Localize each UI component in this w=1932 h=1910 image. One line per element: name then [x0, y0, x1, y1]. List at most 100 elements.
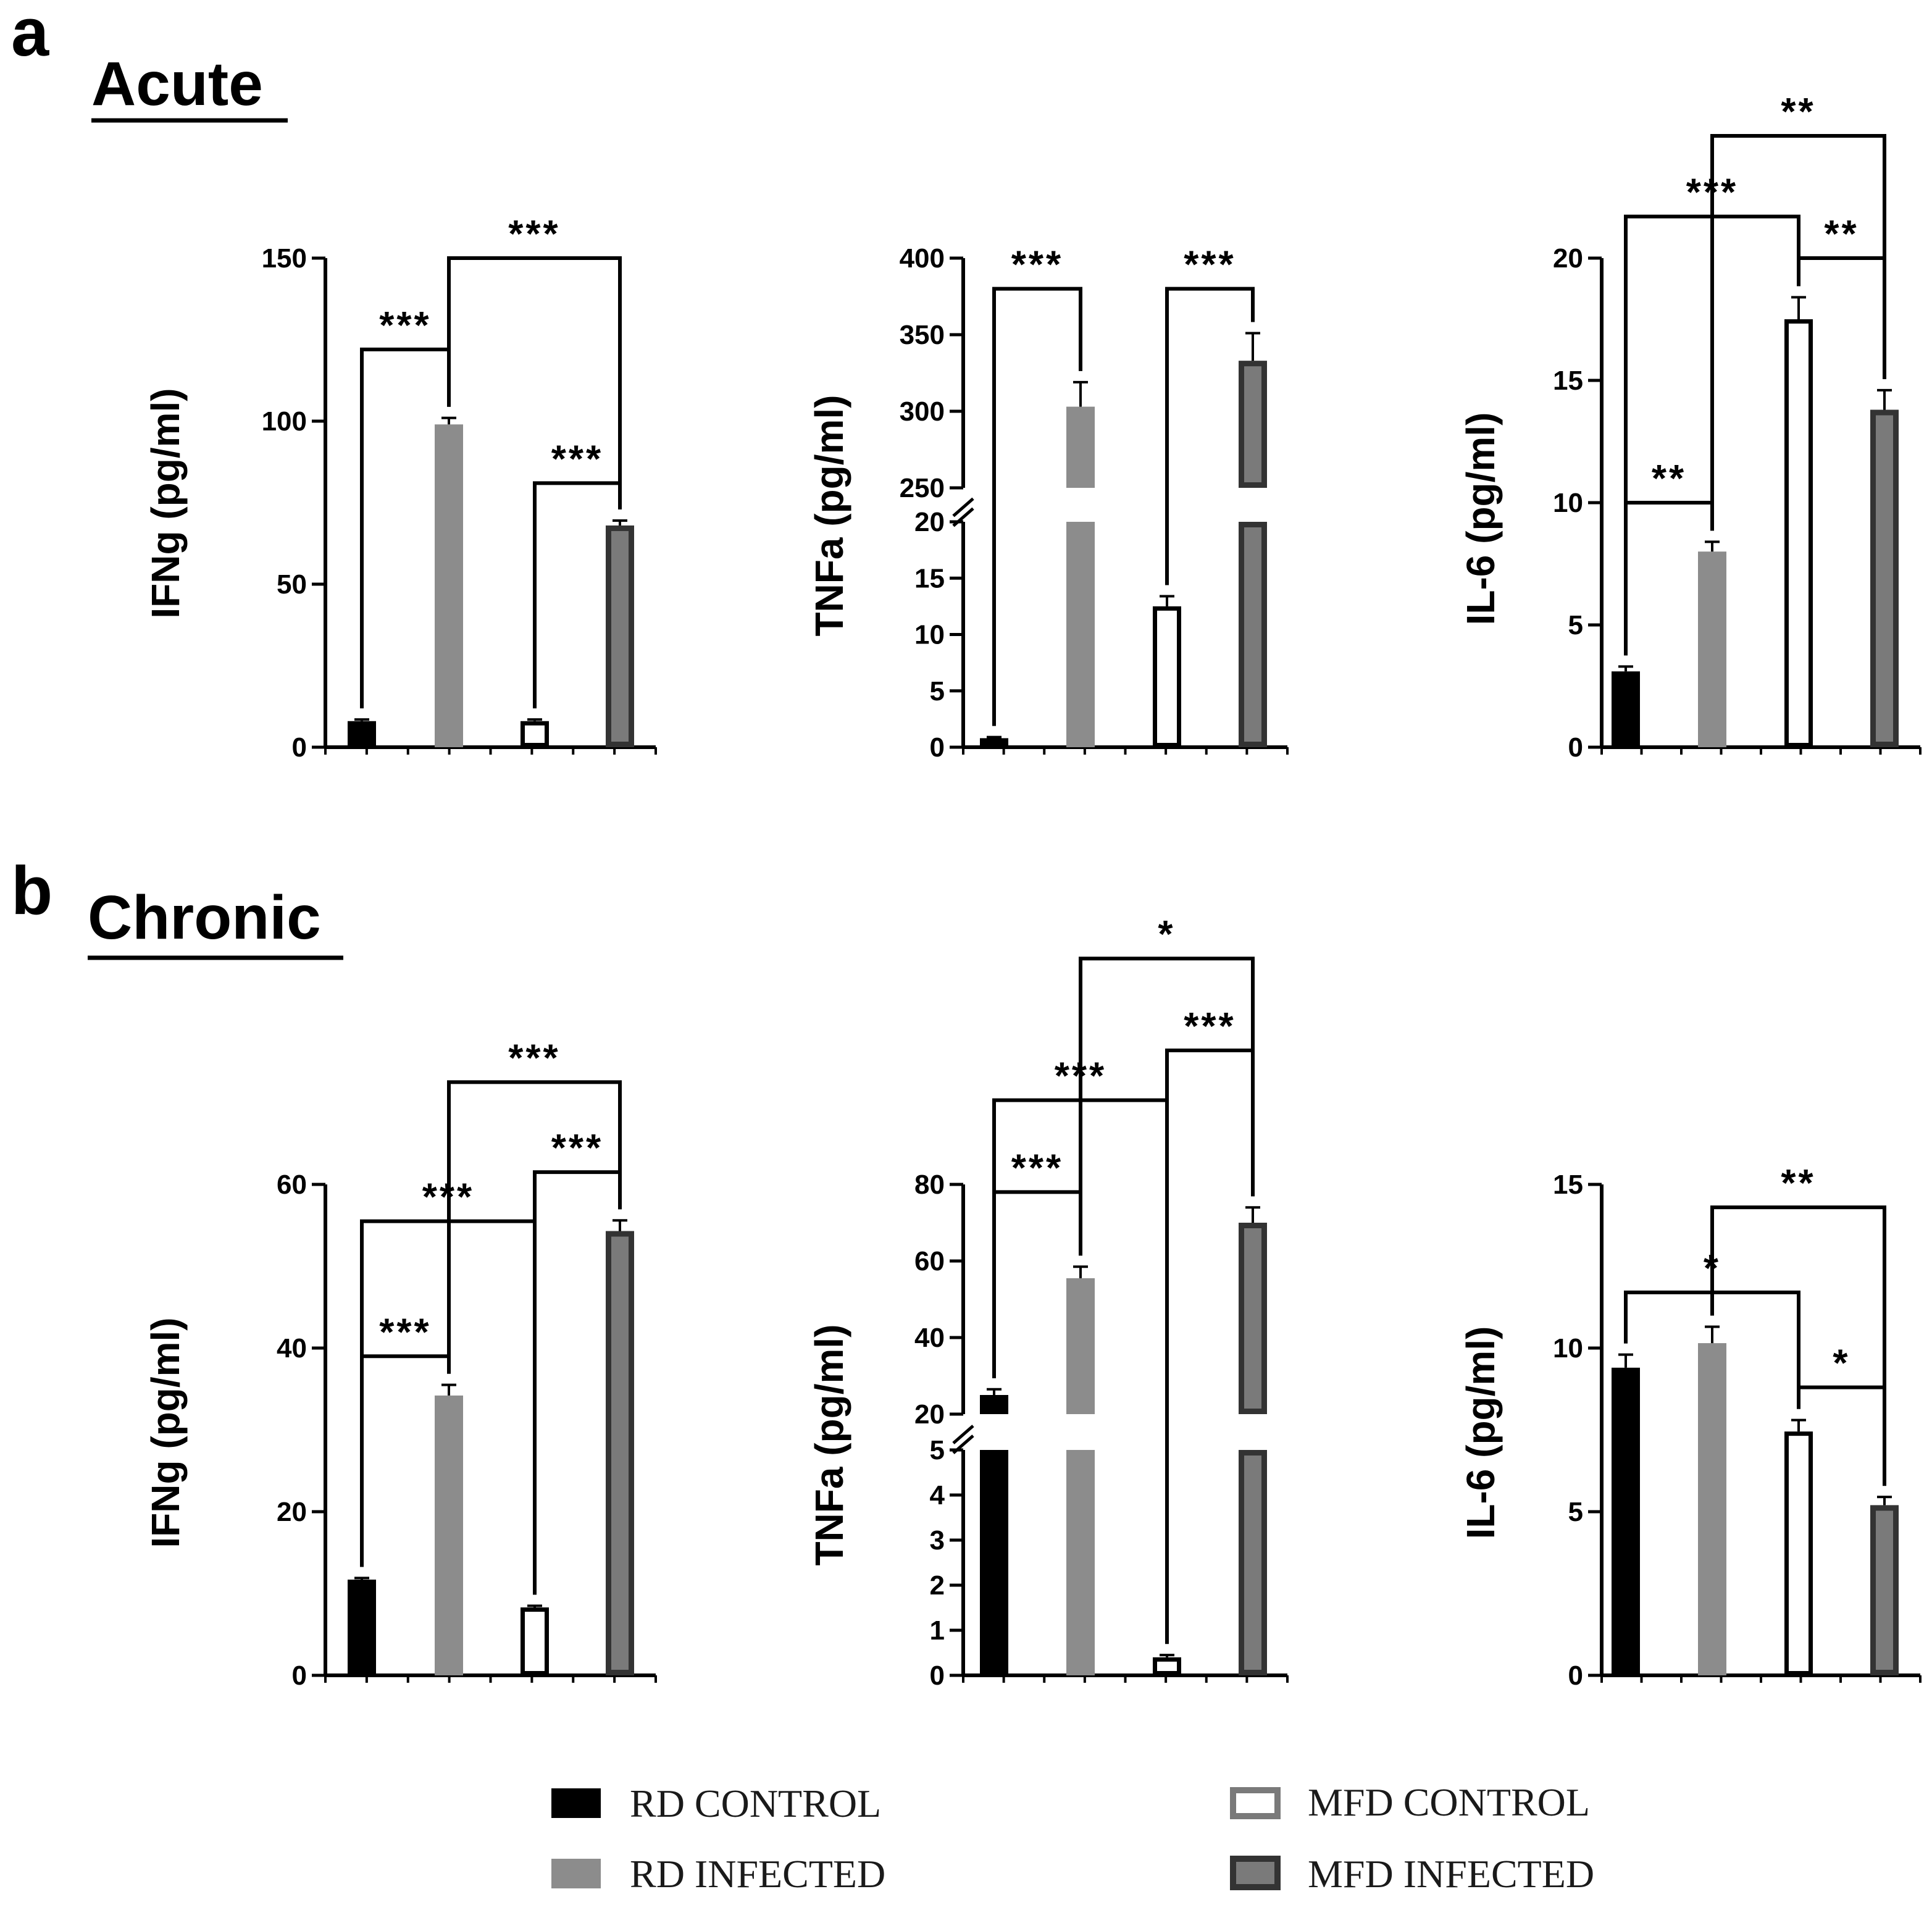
y-tick-label: 5 — [1568, 610, 1583, 640]
y-tick-label: 400 — [900, 243, 945, 274]
y-axis-label: IL-6 (pg/ml) — [1458, 1326, 1503, 1539]
y-axis-label: IFNg (pg/ml) — [143, 388, 188, 618]
bar-rd-infected — [1066, 1278, 1095, 1414]
legend-label-rd-control: RD CONTROL — [630, 1782, 881, 1825]
significance-label: *** — [508, 213, 560, 256]
y-tick-label: 5 — [930, 1435, 945, 1465]
bar-mfd-infected-lower — [1239, 522, 1267, 747]
y-tick-label: 2 — [930, 1570, 945, 1601]
y-tick-label: 40 — [914, 1323, 945, 1353]
bar-mfd-control — [1153, 1657, 1181, 1676]
bar-rd-infected — [435, 1395, 463, 1675]
chart-acute-tnfa: 0 5 10 15 20 250 300 350 400 TNFa (pg/ml) *** *** — [807, 243, 1289, 763]
axis-break-mark — [952, 507, 974, 527]
legend-swatch-rd-control — [551, 1788, 601, 1818]
y-tick-label: 40 — [277, 1333, 307, 1363]
significance-label: *** — [508, 1037, 560, 1079]
significance-bracket — [992, 287, 1082, 726]
significance-bracket — [1079, 957, 1255, 1256]
panel-letter-a: a — [11, 0, 49, 70]
axis-break-mark — [952, 1425, 974, 1444]
bar-rd-infected — [435, 424, 463, 747]
legend-swatch-mfd-control — [1230, 1787, 1281, 1819]
significance-label: *** — [379, 1311, 431, 1354]
y-axis-label: TNFa (pg/ml) — [807, 1324, 851, 1565]
y-tick-label: 100 — [262, 406, 307, 437]
significance-label: *** — [1011, 244, 1063, 287]
significance-label: * — [1158, 913, 1175, 956]
legend-label-mfd-infected: MFD INFECTED — [1308, 1852, 1594, 1896]
legend-swatch-mfd-infected — [1230, 1856, 1281, 1890]
y-tick-label: 4 — [930, 1480, 945, 1510]
y-tick-label: 3 — [930, 1525, 945, 1556]
y-tick-label: 0 — [930, 1661, 945, 1691]
significance-label: *** — [1011, 1147, 1063, 1189]
y-tick-label: 60 — [277, 1170, 307, 1200]
y-tick-label: 300 — [900, 396, 945, 427]
y-tick-label: 5 — [930, 676, 945, 706]
y-tick-label: 0 — [292, 1661, 307, 1691]
significance-bracket — [1710, 134, 1886, 531]
legend-label-mfd-control: MFD CONTROL — [1308, 1780, 1590, 1824]
y-tick-label: 0 — [930, 732, 945, 763]
bar-rd-infected-lower — [1066, 1450, 1095, 1675]
bar-mfd-infected — [1870, 1505, 1899, 1675]
bar-rd-control — [348, 721, 376, 747]
y-tick-label: 80 — [914, 1170, 945, 1200]
y-tick-label: 0 — [292, 732, 307, 763]
bar-rd-control-lower — [980, 1450, 1008, 1675]
significance-label: ** — [1781, 1162, 1815, 1205]
bar-rd-control — [980, 1395, 1008, 1414]
bar-rd-infected — [1698, 551, 1726, 747]
significance-label: *** — [1184, 1005, 1236, 1048]
significance-label: *** — [551, 438, 603, 480]
bar-mfd-control — [1784, 1431, 1813, 1675]
legend-label-rd-infected: RD INFECTED — [630, 1852, 885, 1896]
y-tick-label: 15 — [1553, 1170, 1583, 1200]
y-axis-label: TNFa (pg/ml) — [807, 395, 851, 636]
axis-break-mark — [952, 497, 974, 517]
bar-mfd-control — [521, 721, 549, 748]
bar-mfd-control — [1153, 606, 1181, 747]
y-tick-label: 10 — [914, 620, 945, 650]
bar-mfd-infected — [606, 525, 634, 748]
y-tick-label: 15 — [914, 563, 945, 593]
y-axis-label: IFNg (pg/ml) — [143, 1317, 188, 1548]
significance-label: ** — [1781, 91, 1815, 133]
bar-rd-infected-lower — [1066, 522, 1095, 747]
y-tick-label: 60 — [914, 1246, 945, 1276]
y-tick-label: 10 — [1553, 488, 1583, 518]
y-tick-label: 20 — [1553, 243, 1583, 274]
y-tick-label: 350 — [900, 320, 945, 350]
significance-label: *** — [1184, 244, 1236, 287]
y-tick-label: 150 — [262, 243, 307, 274]
y-tick-label: 15 — [1553, 366, 1583, 396]
y-tick-label: 5 — [1568, 1497, 1583, 1527]
legend-swatch-rd-infected — [551, 1859, 601, 1888]
bar-rd-control — [1612, 671, 1640, 747]
y-tick-label: 20 — [914, 507, 945, 537]
bar-rd-control — [980, 738, 1008, 747]
y-tick-label: 50 — [277, 569, 307, 600]
chart-acute-ifng: 0 50 100 150 IFNg (pg/ml) *** *** *** — [143, 213, 657, 763]
significance-label: *** — [379, 304, 431, 347]
y-tick-label: 20 — [914, 1399, 945, 1430]
significance-label: ** — [1652, 458, 1686, 500]
significance-bracket — [1710, 1205, 1886, 1486]
bar-mfd-infected-lower — [1239, 1450, 1267, 1675]
legend: RD CONTROL RD INFECTED MFD CONTROL MFD I… — [551, 1780, 1594, 1896]
y-tick-label: 250 — [900, 473, 945, 503]
significance-label: *** — [551, 1127, 603, 1170]
panel-title-chronic: Chronic — [88, 883, 321, 952]
bar-mfd-control — [521, 1607, 549, 1675]
axis-break-mark — [952, 1435, 974, 1454]
y-tick-label: 1 — [930, 1615, 945, 1646]
bar-rd-control — [348, 1579, 376, 1675]
bar-mfd-infected — [1239, 1223, 1267, 1414]
y-tick-label: 20 — [277, 1497, 307, 1527]
bar-mfd-infected — [606, 1231, 634, 1675]
bar-mfd-control — [1784, 319, 1813, 747]
